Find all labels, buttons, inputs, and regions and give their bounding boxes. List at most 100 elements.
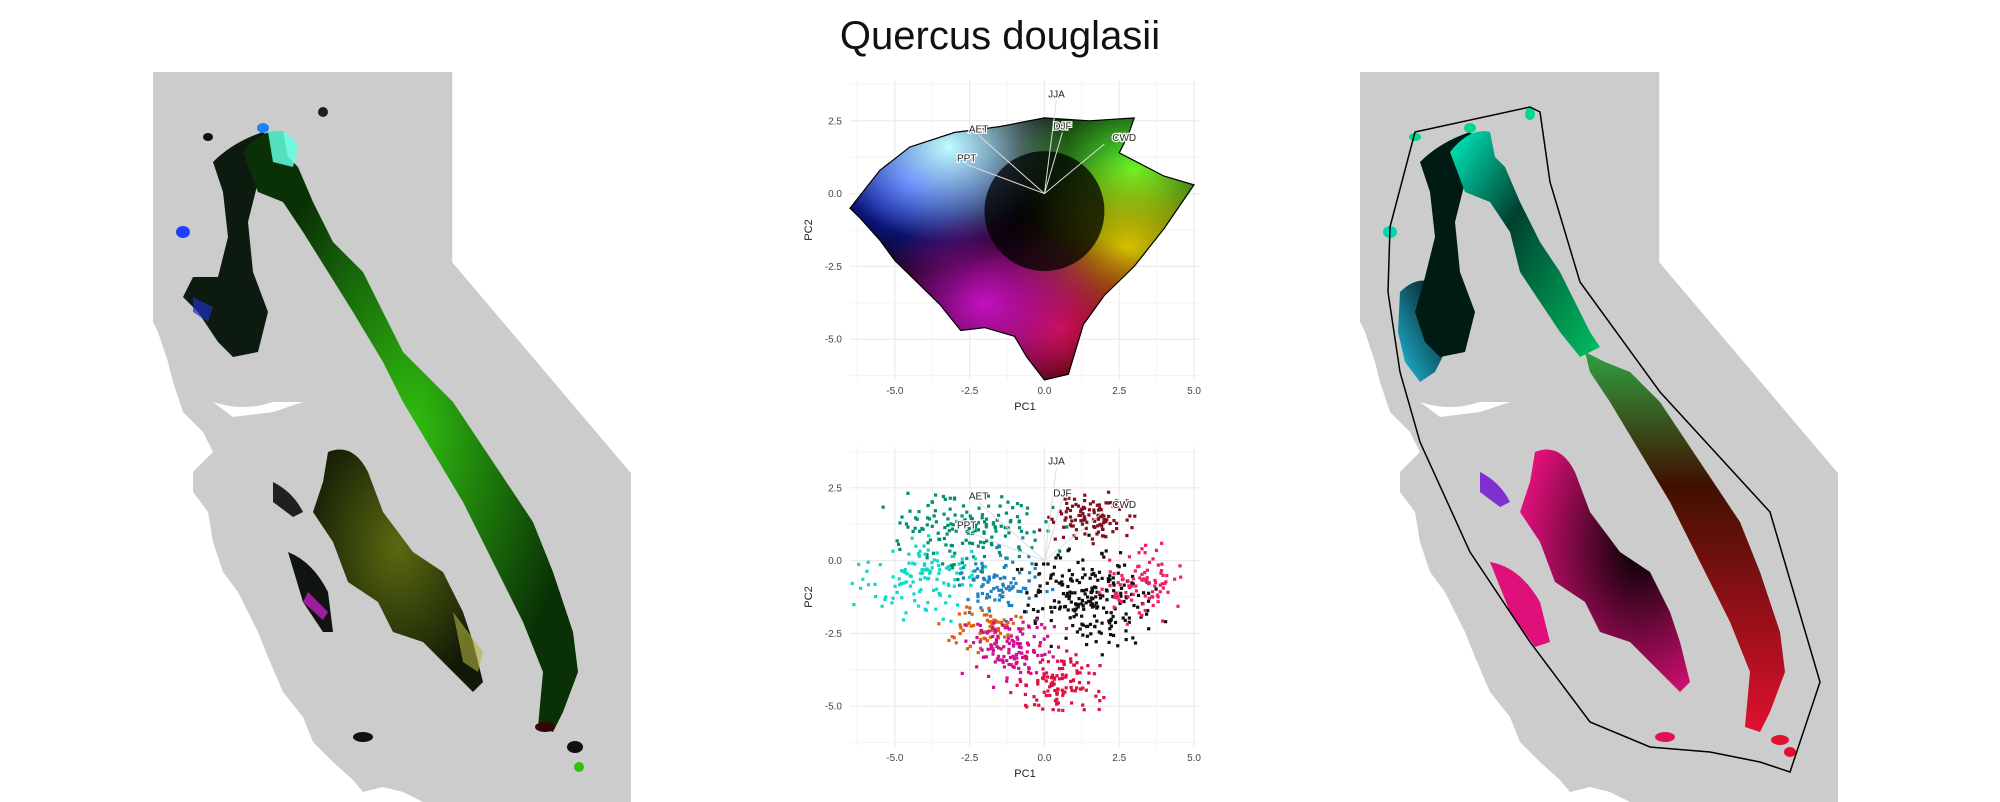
point — [1082, 589, 1086, 593]
point — [1068, 590, 1072, 594]
point — [935, 587, 939, 591]
point — [965, 510, 969, 514]
point — [930, 500, 934, 504]
point — [958, 631, 962, 636]
point — [1160, 619, 1165, 623]
vector-label-ppt: PPT — [957, 153, 976, 164]
point — [948, 507, 952, 511]
point — [977, 506, 981, 510]
point — [982, 577, 987, 582]
point — [969, 583, 973, 587]
point — [951, 523, 955, 527]
point — [1133, 641, 1138, 645]
point — [1106, 501, 1110, 505]
point — [911, 580, 915, 584]
point — [1036, 678, 1040, 683]
point — [937, 622, 941, 626]
point — [907, 561, 911, 565]
point — [960, 583, 965, 587]
point — [1067, 594, 1072, 598]
point — [910, 536, 914, 540]
point — [1069, 701, 1074, 705]
point — [1037, 588, 1041, 592]
point — [918, 549, 922, 553]
point — [1069, 679, 1073, 684]
point — [970, 573, 974, 577]
y-tick-label: 0.0 — [828, 189, 842, 200]
point — [965, 623, 969, 628]
point — [1019, 615, 1023, 619]
point — [1004, 511, 1009, 515]
point — [979, 569, 983, 573]
point — [982, 530, 986, 534]
point — [1054, 556, 1058, 560]
point — [874, 594, 878, 599]
point — [1156, 595, 1160, 599]
point — [850, 581, 854, 586]
point — [1055, 691, 1059, 695]
point — [1027, 625, 1031, 629]
point — [1108, 574, 1112, 578]
point — [1011, 560, 1015, 564]
point — [949, 563, 954, 567]
point — [993, 598, 997, 602]
point — [1075, 630, 1080, 634]
point — [1018, 679, 1023, 683]
point — [913, 526, 917, 530]
point — [937, 563, 941, 568]
point — [1058, 509, 1062, 513]
point — [1034, 594, 1038, 598]
point — [1042, 562, 1046, 566]
point — [1130, 574, 1135, 579]
point — [1108, 570, 1112, 574]
point — [1150, 590, 1155, 594]
point — [980, 608, 984, 612]
point — [985, 618, 989, 622]
point — [1102, 696, 1106, 700]
point — [1053, 537, 1057, 541]
point — [992, 621, 996, 625]
point — [1118, 507, 1122, 511]
point — [1131, 577, 1135, 581]
point — [1017, 627, 1021, 631]
point — [1016, 637, 1020, 641]
point — [1092, 614, 1097, 618]
point — [1007, 641, 1012, 645]
point — [984, 525, 988, 529]
point — [1138, 576, 1142, 580]
point — [920, 568, 924, 572]
point — [1118, 551, 1123, 555]
point — [1081, 686, 1085, 690]
cluster-rose — [1097, 541, 1183, 626]
point — [976, 650, 980, 655]
point — [1006, 600, 1010, 605]
point — [1158, 583, 1162, 587]
point — [1047, 650, 1051, 654]
point — [942, 581, 946, 585]
point — [1051, 520, 1056, 524]
point — [1051, 708, 1055, 712]
point — [970, 612, 974, 616]
point — [976, 544, 980, 548]
point — [937, 591, 941, 595]
point — [1021, 627, 1025, 631]
point — [1057, 607, 1062, 611]
y-axis-label: PC2 — [803, 586, 815, 607]
cluster-black — [1015, 533, 1168, 657]
point — [980, 628, 984, 633]
point — [976, 599, 980, 603]
point — [1069, 578, 1073, 582]
point — [990, 628, 994, 633]
point — [1011, 506, 1015, 510]
point — [952, 584, 956, 588]
point — [1015, 567, 1020, 572]
point — [1009, 581, 1013, 585]
point — [1119, 586, 1124, 590]
point — [878, 563, 882, 567]
point — [1026, 603, 1030, 607]
y-tick-label: -5.0 — [825, 335, 843, 346]
point — [899, 569, 904, 573]
point — [1116, 644, 1120, 648]
point — [1056, 687, 1060, 691]
point — [999, 647, 1003, 651]
